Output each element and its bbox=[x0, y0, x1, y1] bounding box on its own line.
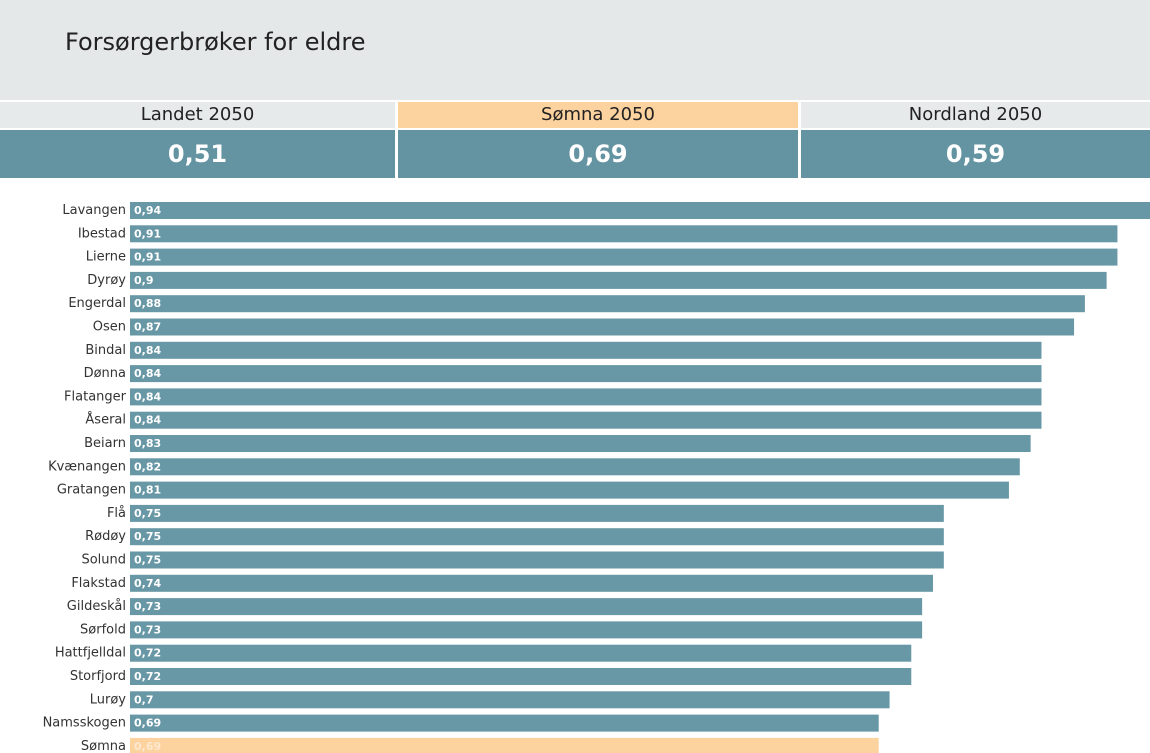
value-label: 0,75 bbox=[134, 507, 161, 520]
value-label: 0,94 bbox=[134, 204, 161, 217]
kpi-label: Sømna 2050 bbox=[398, 102, 798, 128]
value-label: 0,73 bbox=[134, 623, 161, 636]
bar-chart: Lavangen 0,94 Ibestad 0,91 Lierne 0,91 Dyrøy 0,… bbox=[43, 202, 1150, 753]
category-label: Bindal bbox=[85, 343, 126, 358]
bar bbox=[130, 551, 944, 569]
value-label: 0,73 bbox=[134, 600, 161, 613]
category-label: Dønna bbox=[84, 366, 126, 381]
value-label: 0,84 bbox=[134, 367, 161, 380]
bar bbox=[130, 528, 944, 546]
kpi-value: 0,69 bbox=[398, 130, 798, 178]
value-label: 0,75 bbox=[134, 530, 161, 543]
bar bbox=[130, 435, 1031, 452]
category-label: Rødøy bbox=[85, 529, 126, 544]
bar bbox=[130, 295, 1085, 313]
category-label: Sømna bbox=[81, 739, 126, 753]
kpi-card: Nordland 2050 0,59 bbox=[801, 102, 1150, 178]
bar bbox=[130, 737, 879, 753]
value-label: 0,84 bbox=[134, 414, 161, 427]
category-label: Ibestad bbox=[78, 226, 126, 241]
title: Forsørgerbrøker for eldre bbox=[65, 28, 366, 56]
bar bbox=[130, 504, 944, 522]
value-label: 0,91 bbox=[134, 227, 161, 240]
kpi-label: Landet 2050 bbox=[0, 102, 395, 128]
bar bbox=[130, 271, 1107, 289]
kpi-card: Landet 2050 0,51 bbox=[0, 102, 395, 178]
bar bbox=[130, 202, 1150, 219]
category-label: Hattfjelldal bbox=[55, 646, 126, 661]
category-label: Engerdal bbox=[68, 296, 126, 311]
bar bbox=[130, 574, 933, 592]
value-label: 0,75 bbox=[134, 554, 161, 567]
category-label: Dyrøy bbox=[87, 273, 126, 288]
value-label: 0,84 bbox=[134, 390, 161, 403]
value-label: 0,83 bbox=[134, 437, 161, 450]
bar bbox=[130, 341, 1042, 359]
value-label: 0,88 bbox=[134, 297, 161, 310]
value-label: 0,9 bbox=[134, 274, 154, 287]
bar bbox=[130, 411, 1042, 429]
bar bbox=[130, 621, 923, 639]
bar bbox=[130, 388, 1042, 406]
category-label: Åseral bbox=[85, 412, 126, 428]
kpi-value: 0,59 bbox=[801, 130, 1150, 178]
value-label: 0,7 bbox=[134, 693, 154, 706]
category-label: Namsskogen bbox=[43, 716, 126, 731]
bar bbox=[130, 225, 1118, 243]
category-label: Flatanger bbox=[64, 389, 127, 404]
category-label: Lurøy bbox=[90, 692, 127, 707]
category-label: Osen bbox=[93, 320, 126, 335]
bar bbox=[130, 714, 879, 732]
category-label: Beiarn bbox=[84, 436, 126, 451]
bar bbox=[130, 458, 1020, 476]
header: Forsørgerbrøker for eldre bbox=[0, 0, 1150, 100]
bar bbox=[130, 318, 1075, 336]
bar bbox=[130, 644, 912, 662]
bar bbox=[130, 365, 1042, 383]
category-label: Gratangen bbox=[57, 483, 126, 498]
value-label: 0,84 bbox=[134, 344, 161, 357]
bar bbox=[130, 598, 923, 616]
kpi-label: Nordland 2050 bbox=[801, 102, 1150, 128]
category-label: Lierne bbox=[86, 250, 126, 265]
value-label: 0,81 bbox=[134, 484, 161, 497]
category-label: Storfjord bbox=[70, 669, 126, 684]
bar bbox=[130, 691, 890, 709]
value-label: 0,74 bbox=[134, 577, 161, 590]
bar bbox=[130, 668, 912, 685]
bar bbox=[130, 248, 1118, 266]
category-label: Lavangen bbox=[62, 203, 126, 218]
value-label: 0,72 bbox=[134, 670, 161, 683]
bar bbox=[130, 481, 1009, 499]
category-label: Sørfold bbox=[80, 622, 126, 637]
category-label: Kvænangen bbox=[48, 459, 126, 474]
value-label: 0,87 bbox=[134, 321, 161, 334]
value-label: 0,69 bbox=[134, 740, 161, 753]
category-label: Flakstad bbox=[71, 576, 126, 591]
value-label: 0,72 bbox=[134, 647, 161, 660]
value-label: 0,69 bbox=[134, 717, 161, 730]
value-label: 0,91 bbox=[134, 251, 161, 264]
kpi-card: Sømna 2050 0,69 bbox=[398, 102, 798, 178]
category-label: Solund bbox=[81, 553, 126, 568]
category-label: Gildeskål bbox=[67, 599, 126, 614]
value-label: 0,82 bbox=[134, 460, 161, 473]
kpi-value: 0,51 bbox=[0, 130, 395, 178]
category-label: Flå bbox=[107, 506, 126, 521]
